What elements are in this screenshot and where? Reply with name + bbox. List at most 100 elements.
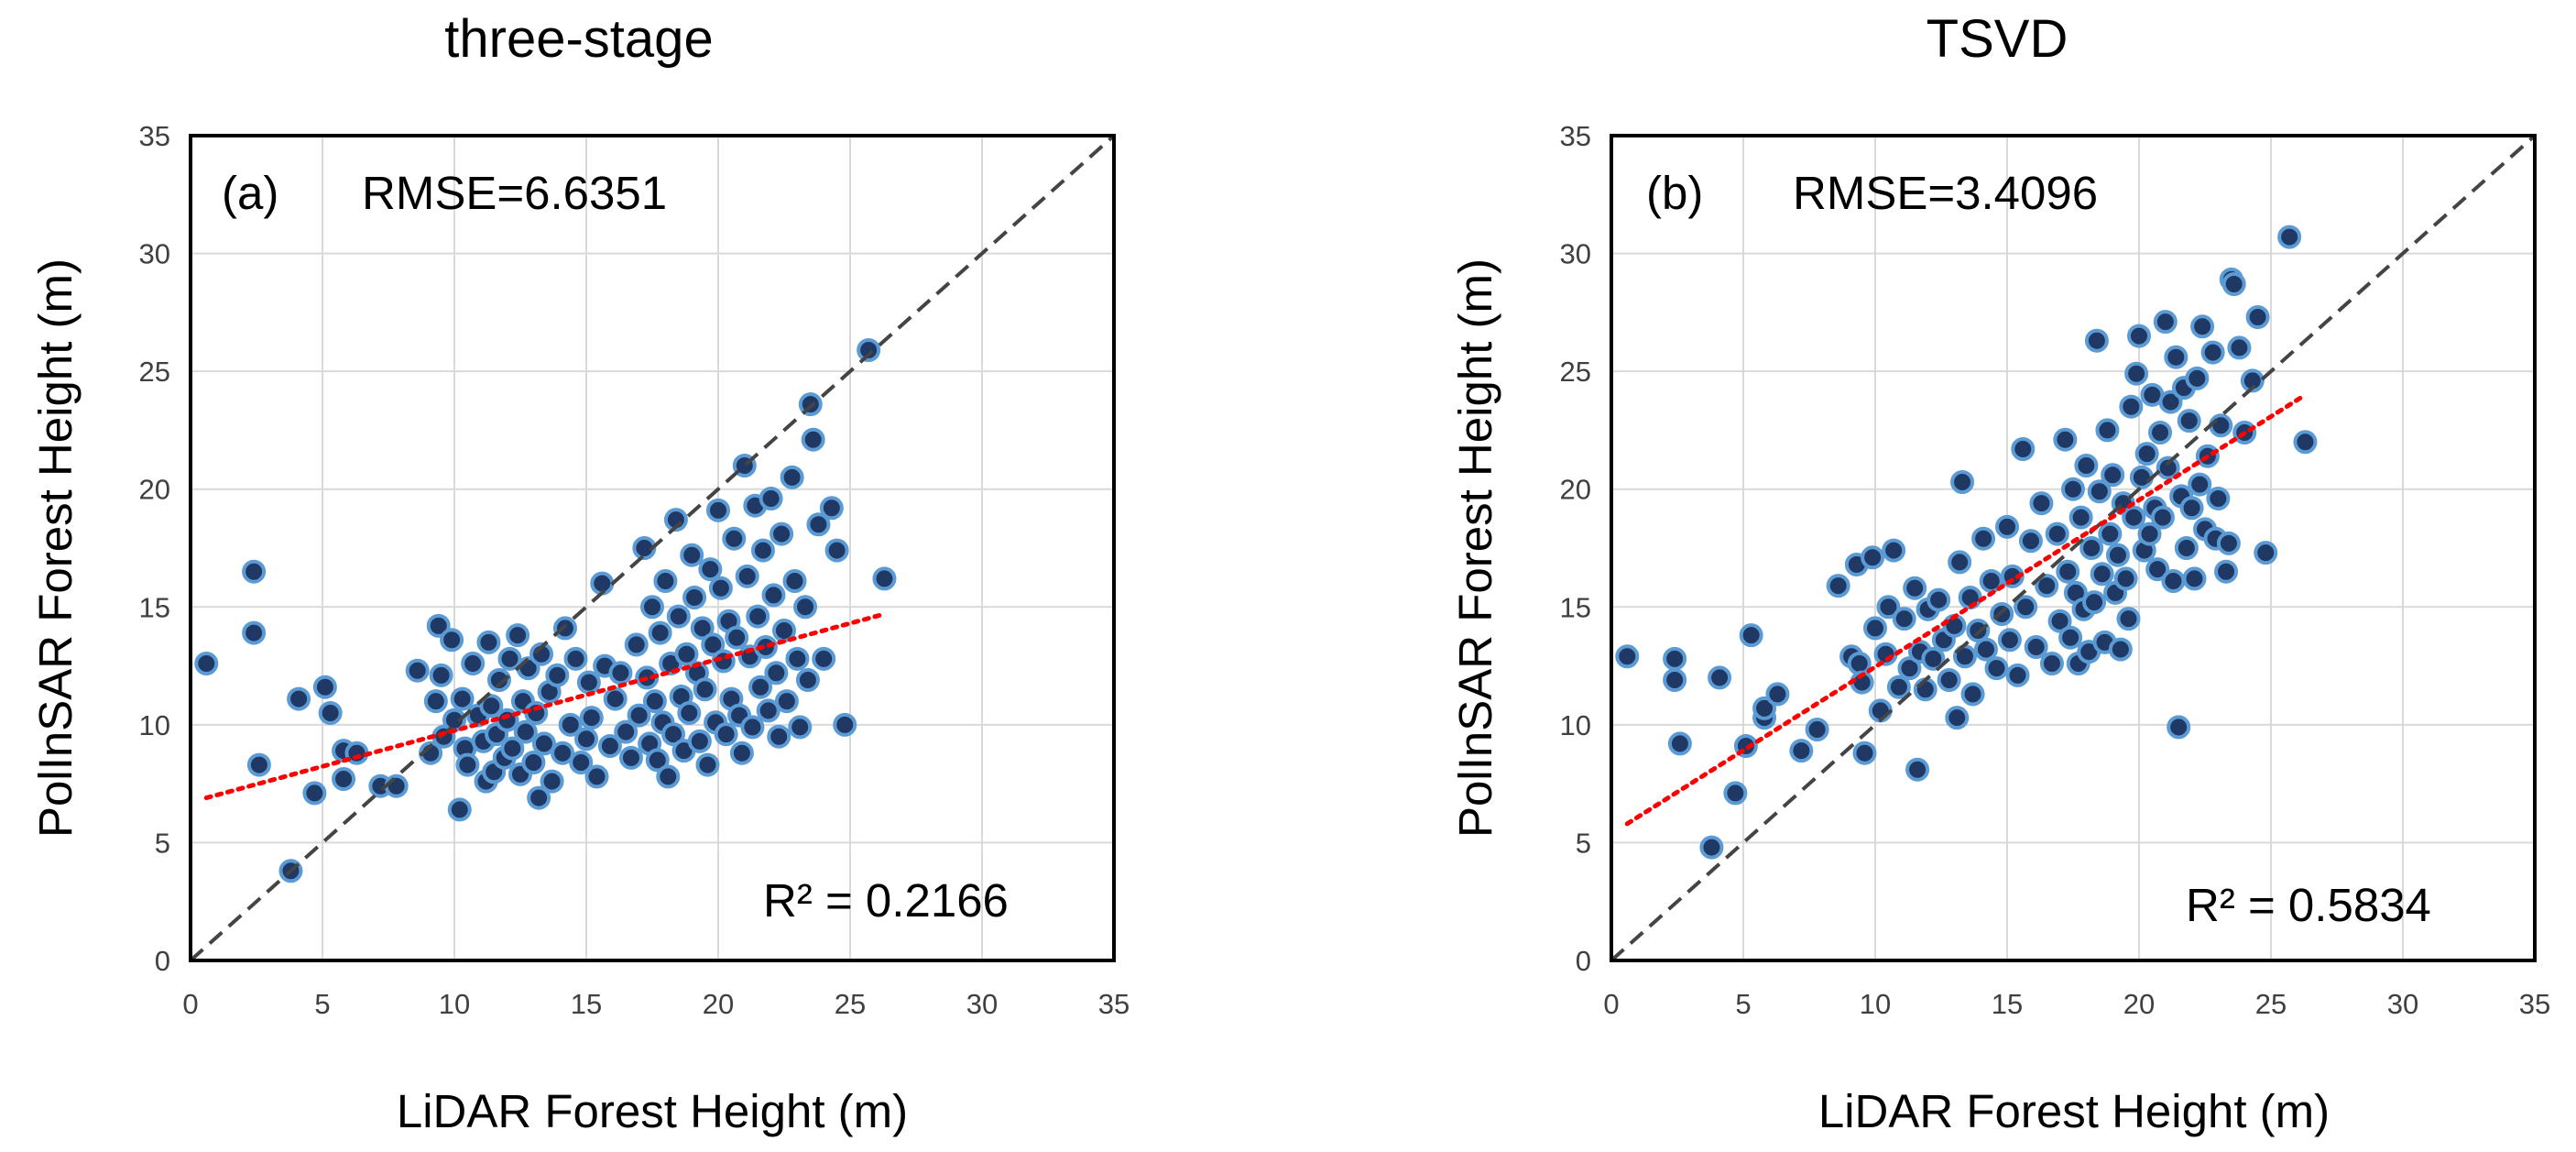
data-point <box>618 745 643 770</box>
data-points <box>1615 225 2318 860</box>
data-point <box>531 731 556 756</box>
data-point <box>2190 314 2215 339</box>
data-point <box>242 620 267 645</box>
data-point <box>793 595 818 620</box>
trend-line <box>203 611 887 801</box>
data-point <box>642 689 667 714</box>
data-point <box>2182 566 2207 591</box>
y-tick-label: 25 <box>1560 356 1591 388</box>
data-point <box>782 569 807 593</box>
data-point <box>764 661 789 686</box>
data-point <box>706 498 730 522</box>
data-point <box>690 616 715 641</box>
data-point <box>819 496 844 521</box>
data-point <box>708 576 733 600</box>
data-point <box>735 564 759 588</box>
data-point <box>753 635 778 659</box>
data-point <box>666 604 691 629</box>
data-point <box>194 652 219 675</box>
data-point <box>2277 225 2302 249</box>
data-point <box>584 764 609 789</box>
data-point <box>663 508 688 532</box>
x-tick-label: 30 <box>2387 988 2418 1020</box>
data-point <box>2245 305 2270 329</box>
data-point <box>714 722 738 747</box>
data-point <box>2053 427 2078 452</box>
data-point <box>2156 455 2180 480</box>
data-point <box>682 586 707 609</box>
data-point <box>2082 590 2107 615</box>
x-tick-label: 35 <box>1098 988 1130 1020</box>
data-point <box>695 752 720 777</box>
data-point <box>242 559 267 584</box>
rmse-annotation: RMSE=3.4096 <box>1793 167 2098 219</box>
data-point <box>740 715 765 740</box>
data-point <box>722 526 747 551</box>
panel-label: (a) <box>222 167 278 219</box>
data-point <box>2087 479 2112 504</box>
data-point <box>767 724 791 749</box>
data-point <box>2206 487 2231 510</box>
data-point <box>746 604 770 629</box>
data-point <box>1927 587 1951 612</box>
data-point <box>693 677 717 702</box>
data-point <box>648 620 672 645</box>
data-point <box>2254 541 2278 565</box>
x-tick-label: 5 <box>314 988 330 1020</box>
data-point <box>2058 625 2083 650</box>
data-point <box>1699 835 1724 860</box>
data-point <box>2084 328 2109 353</box>
data-point <box>576 670 601 695</box>
data-point <box>1971 526 1996 551</box>
data-point <box>795 668 820 692</box>
data-point <box>569 751 594 774</box>
y-tick-label: 10 <box>139 709 170 741</box>
data-point <box>801 427 825 452</box>
data-point <box>1667 731 1692 756</box>
panel-label: (b) <box>1646 167 1703 219</box>
data-point <box>521 751 546 774</box>
data-point <box>1897 656 1922 681</box>
data-point <box>701 632 726 657</box>
y-tick-label: 35 <box>139 120 170 152</box>
data-point <box>574 727 598 752</box>
data-point <box>429 663 453 687</box>
y-tick-label: 35 <box>1560 120 1591 152</box>
data-point <box>2216 531 2241 555</box>
data-point <box>384 773 409 798</box>
x-tick-labels: 0 5 10 15 20 25 30 35 <box>1603 988 2550 1020</box>
data-point <box>645 748 670 773</box>
chart-title: three-stage <box>444 9 713 69</box>
data-point <box>857 338 881 362</box>
r2-annotation: R² = 0.5834 <box>2186 879 2431 931</box>
data-point <box>302 781 327 806</box>
data-point <box>2174 536 2199 560</box>
data-point <box>2061 477 2085 501</box>
data-point <box>1765 682 1790 707</box>
data-point <box>729 741 754 765</box>
data-point <box>770 521 794 546</box>
data-point <box>1984 656 2009 681</box>
data-point <box>1873 642 1898 666</box>
r2-annotation: R² = 0.2166 <box>763 874 1009 927</box>
data-point <box>2105 543 2130 567</box>
data-point <box>426 613 451 638</box>
data-point <box>780 465 804 489</box>
data-point <box>806 512 831 537</box>
data-point <box>2011 437 2036 461</box>
data-point <box>1876 595 1901 620</box>
data-point <box>440 628 464 653</box>
data-point <box>2137 521 2162 546</box>
data-point <box>1950 470 1975 494</box>
data-point <box>497 646 522 671</box>
data-point <box>506 623 530 648</box>
data-point <box>2161 569 2186 593</box>
data-point <box>2158 389 2183 414</box>
data-point <box>486 668 511 692</box>
data-point <box>2179 496 2204 521</box>
data-point <box>1945 706 1970 730</box>
data-point <box>1973 637 1998 662</box>
x-tick-label: 0 <box>182 988 198 1020</box>
data-point <box>1960 682 1985 707</box>
data-point <box>1921 646 1946 671</box>
